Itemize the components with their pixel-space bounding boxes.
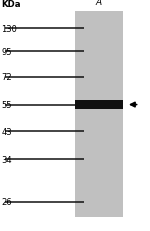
Text: 43: 43 [2,127,12,136]
Bar [75,12,123,217]
Text: A: A [96,0,102,7]
Text: 95: 95 [2,48,12,56]
Bar [75,101,123,109]
Text: 55: 55 [2,101,12,109]
Text: 130: 130 [2,24,17,33]
Text: 72: 72 [2,73,12,82]
Text: 34: 34 [2,155,12,164]
Text: 26: 26 [2,198,12,207]
Text: KDa: KDa [2,0,21,9]
